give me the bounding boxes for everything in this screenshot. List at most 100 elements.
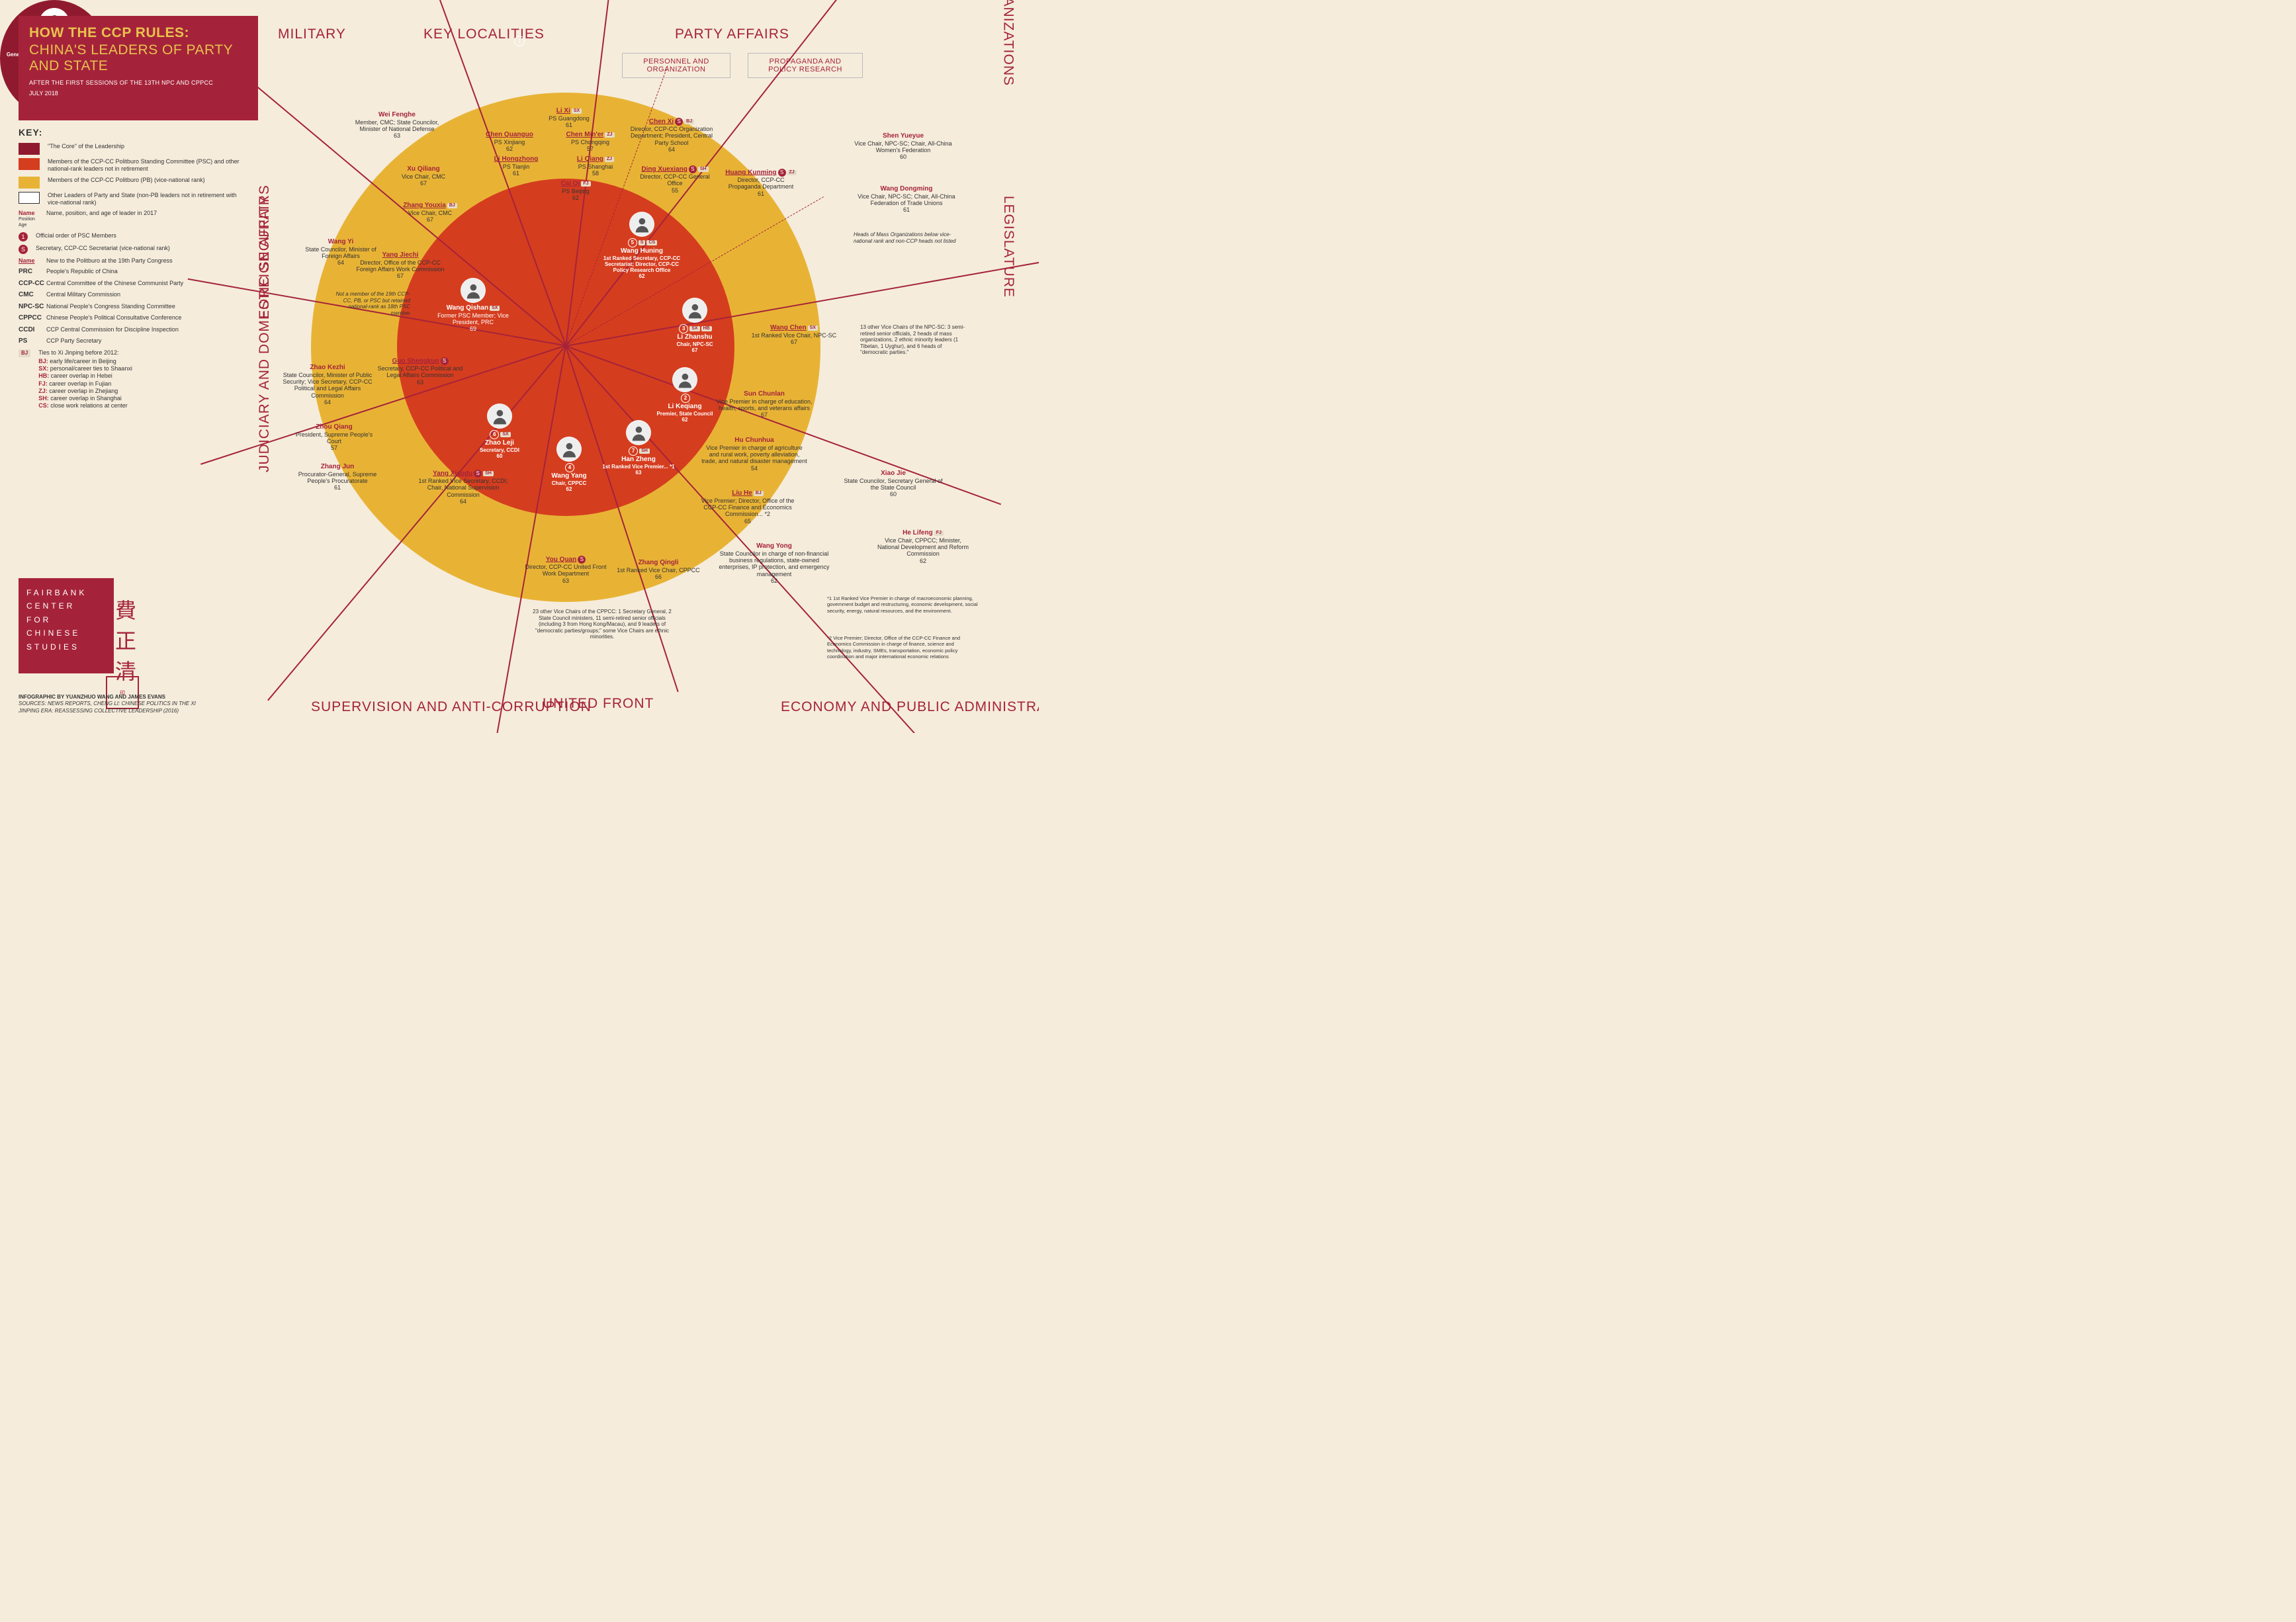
section-supervision: SUPERVISION AND ANTI-CORRUPTION xyxy=(311,699,457,714)
psc-number-badge: 3 xyxy=(679,324,688,333)
person-pb: Chen XiSBJ Director, CCP-CC Organization… xyxy=(629,118,715,153)
swatch-icon xyxy=(19,143,40,155)
psc-number-badge: 5 xyxy=(628,238,637,247)
tie-tag: SH xyxy=(483,471,494,476)
key-secretary: SSecretary, CCP-CC Secretariat (vice-nat… xyxy=(19,245,243,254)
portrait-icon xyxy=(682,298,707,323)
person-other: Wei Fenghe Member, CMC; State Councilor,… xyxy=(351,111,443,140)
tie-tag: SX xyxy=(689,326,699,331)
psc-number-badge: 6 xyxy=(490,430,499,439)
section-legislature: LEGISLATURE xyxy=(1000,196,1016,298)
tie-tag: SX xyxy=(500,432,510,437)
portrait-icon xyxy=(487,404,512,429)
person-pb: Yang XiaoduSSH 1st Ranked Vice Secretary… xyxy=(417,470,509,505)
key-new-pb: NameNew to the Politburo at the 19th Par… xyxy=(19,257,243,265)
note-wq: Not a member of the 19th CCP-CC, PB, or … xyxy=(331,291,410,316)
s-badge-icon: S xyxy=(19,245,28,254)
person-pb: Xu Qiliang Vice Chair, CMC 67 xyxy=(377,165,470,187)
tie-tag: ZJ xyxy=(605,132,614,138)
person-pb: Zhang YouxiaBJ Vice Chair, CMC 67 xyxy=(384,202,476,223)
section-foreign: FOREIGN AFFAIRS xyxy=(257,185,273,319)
tie-tag: HB xyxy=(701,326,712,331)
chinese-characters: 費 正 清 xyxy=(106,594,146,673)
s-badge: S xyxy=(778,169,786,177)
footnote-1: *1 1st Ranked Vice Premier in charge of … xyxy=(827,595,979,614)
s-badge: S xyxy=(689,165,697,173)
person-other: He LifengFJ Vice Chair, CPPCC; Minister,… xyxy=(873,529,973,564)
portrait-icon xyxy=(672,367,697,392)
person-pb: Sun Chunlan Vice Premier in charge of ed… xyxy=(715,390,814,419)
person-pb: Chen Min'erZJ PS Chongqing 57 xyxy=(544,131,637,152)
title-line2: CHINA'S LEADERS OF PARTY AND STATE xyxy=(29,42,247,74)
s-badge: S xyxy=(441,357,449,365)
tie-tag: SH xyxy=(698,167,709,172)
tie-tag: SX xyxy=(572,108,582,114)
tie-tag: FJ xyxy=(934,531,944,536)
credits: INFOGRAPHIC BY YUANZHUO WANG AND JAMES E… xyxy=(19,694,217,714)
tie-tag: BJ xyxy=(447,203,457,208)
section-economy: ECONOMY AND PUBLIC ADMINISTRATION xyxy=(781,699,933,714)
swatch-icon xyxy=(19,158,40,170)
key-ties: BJ Ties to Xi Jinping before 2012: BJ: e… xyxy=(19,349,243,410)
swatch-icon xyxy=(19,177,40,189)
swatch-icon xyxy=(19,192,40,204)
key-swatch: "The Core" of the Leadership xyxy=(19,143,243,155)
person-other: Wang Yong State Councilor in charge of n… xyxy=(715,542,834,584)
person-psc: 2 Li Keqiang Premier, State Council 62 xyxy=(645,367,725,423)
key-abbr: PSCCP Party Secretary xyxy=(19,337,243,346)
person-pb: Huang KunmingSZJ Director, CCP-CC Propag… xyxy=(721,169,801,197)
person-wang-qishan: Wang QishanSX Former PSC Member; Vice Pr… xyxy=(430,278,516,333)
person-pb: Liu HeBJ Vice Premier; Director, Office … xyxy=(695,490,801,525)
person-other: Xiao Jie State Councilor, Secretary Gene… xyxy=(840,470,946,498)
section-military: MILITARY xyxy=(278,26,346,42)
tie-tag: BJ xyxy=(754,491,764,496)
person-psc: 5SCS Wang Huning 1st Ranked Secretary, C… xyxy=(602,212,682,279)
person-other: Zhou Qiang President, Supreme People's C… xyxy=(291,423,377,452)
portrait-icon xyxy=(461,278,486,303)
person-other: Wang Dongming Vice Chair, NPC-SC; Chair,… xyxy=(854,185,959,214)
note-legislature: 13 other Vice Chairs of the NPC-SC: 3 se… xyxy=(860,324,966,356)
person-pb: Hu Chunhua Vice Premier in charge of agr… xyxy=(701,437,807,472)
number-badge-icon: 1 xyxy=(19,232,28,241)
person-pb: Chen Quanguo PS Xinjiang 62 xyxy=(463,131,556,152)
infographic-root: HOW THE CCP RULES: CHINA'S LEADERS OF PA… xyxy=(0,0,1039,733)
tie-tag-icon: BJ xyxy=(19,349,30,357)
title-date: JULY 2018 xyxy=(29,90,247,97)
subsection-personnel: PERSONNEL AND ORGANIZATION xyxy=(622,53,730,78)
psc-badge-1: 1 xyxy=(514,36,525,46)
key-abbr: PRCPeople's Republic of China xyxy=(19,268,243,277)
person-pb: Guo ShengkunS Secretary, CCP-CC Politica… xyxy=(371,357,470,386)
footnote-2: *2 Vice Premier; Director, Office of the… xyxy=(827,635,979,660)
tie-tag: FJ xyxy=(581,181,590,187)
person-pb: You QuanS Director, CCP-CC United Front … xyxy=(523,556,609,584)
person-psc: 7SH Han Zheng 1st Ranked Vice Premier...… xyxy=(599,420,678,476)
title-sub: AFTER THE FIRST SESSIONS OF THE 13TH NPC… xyxy=(29,79,247,86)
key-abbr: CCDICCP Central Commission for Disciplin… xyxy=(19,326,243,335)
key-swatch: Members of the CCP-CC Politburo (PB) (vi… xyxy=(19,177,243,189)
portrait-icon xyxy=(629,212,654,237)
person-other: Zhang Jun Procurator-General, Supreme Pe… xyxy=(291,463,384,491)
note-mass: Heads of Mass Organizations below vice-n… xyxy=(854,232,959,244)
tie-tag: ZJ xyxy=(605,157,614,162)
psc-number-badge: 2 xyxy=(681,394,690,403)
title-block: HOW THE CCP RULES: CHINA'S LEADERS OF PA… xyxy=(19,16,258,120)
section-party: PARTY AFFAIRS xyxy=(675,26,789,42)
person-other: Zhao Kezhi State Councilor, Minister of … xyxy=(278,364,377,406)
key-psc-order: 1Official order of PSC Members xyxy=(19,232,243,241)
person-psc: 3SXHB Li Zhanshu Chair, NPC-SC 67 xyxy=(655,298,734,353)
note-uf: 23 other Vice Chairs of the CPPCC: 1 Sec… xyxy=(529,609,675,640)
person-pb: Li QiangZJ PS Shanghai 58 xyxy=(549,155,642,177)
tie-tag: SX xyxy=(808,325,818,331)
psc-number-badge: 7 xyxy=(629,447,638,456)
section-mass: MASS ORGANIZATIONS xyxy=(1000,0,1016,86)
key-header: KEY: xyxy=(19,127,243,138)
portrait-icon xyxy=(626,420,651,445)
key-name-example: Name Position Age Name, position, and ag… xyxy=(19,210,243,229)
tie-tag: BJ xyxy=(684,119,694,124)
person-pb: Cai QiFJ PS Beijing 62 xyxy=(529,180,622,201)
title-line1: HOW THE CCP RULES: xyxy=(29,25,247,41)
section-localities: KEY LOCALITIES xyxy=(423,26,545,42)
s-badge: S xyxy=(578,556,586,564)
portrait-icon xyxy=(556,437,582,462)
person-pb: Li XiSX PS Guangdong 61 xyxy=(523,107,615,128)
